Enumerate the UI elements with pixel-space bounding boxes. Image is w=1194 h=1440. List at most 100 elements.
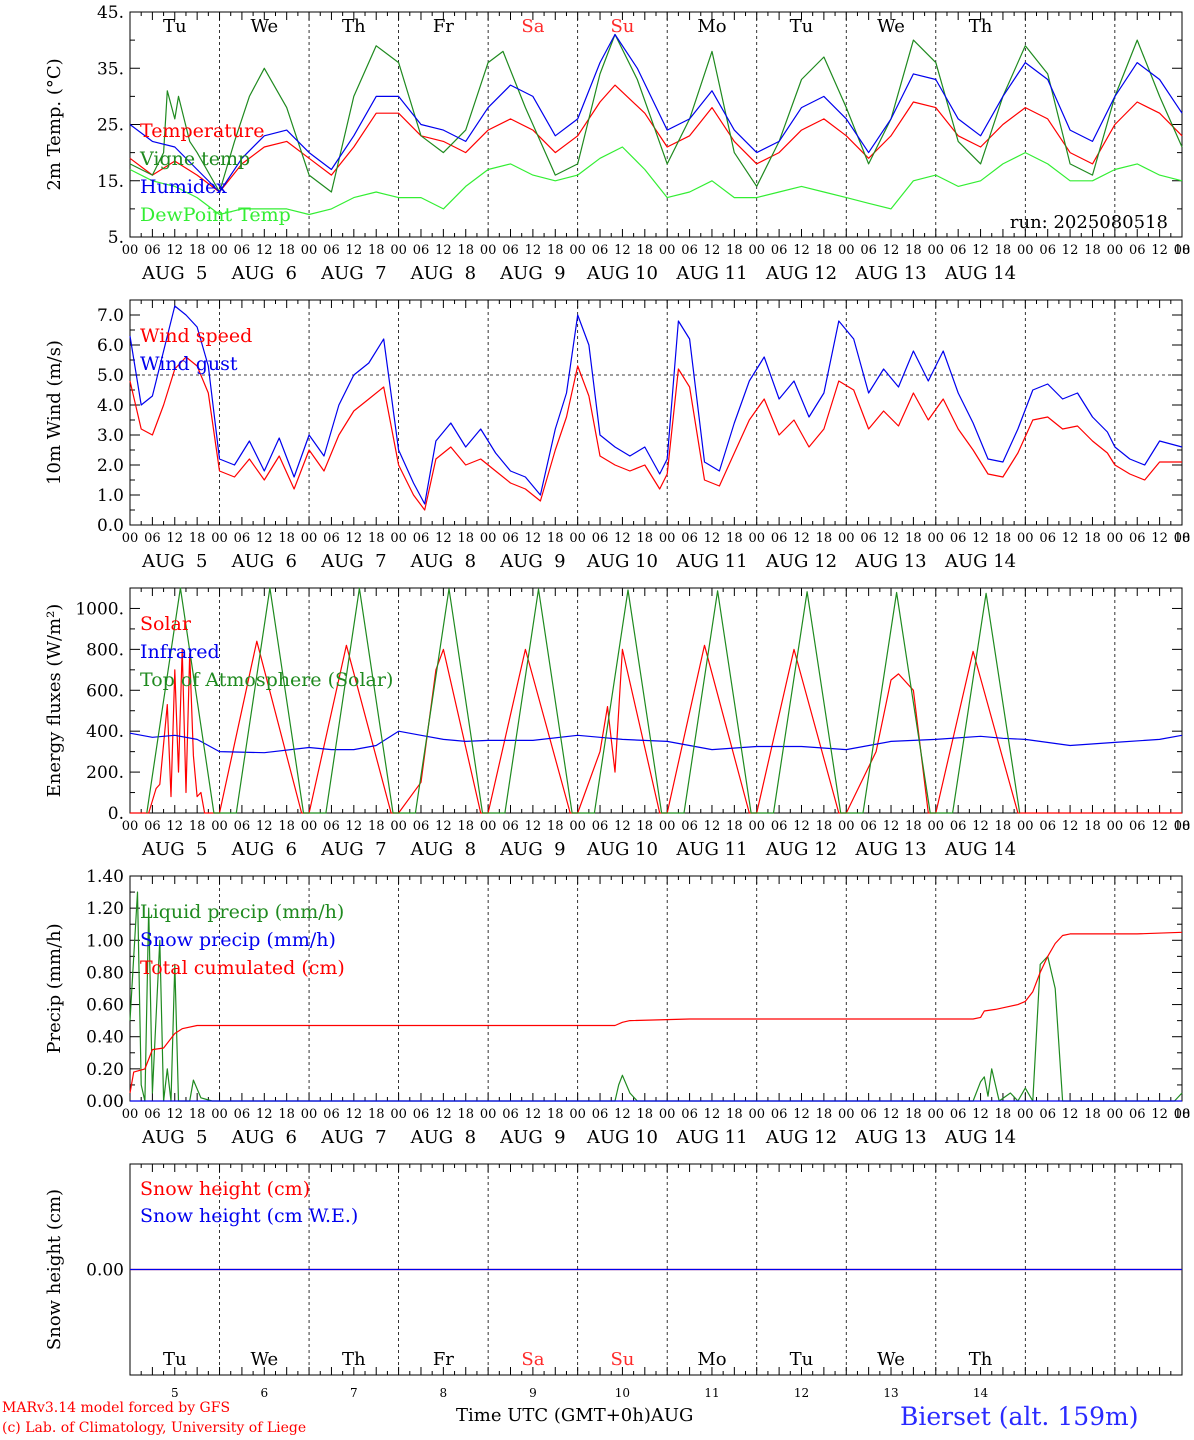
series-line-3-0 bbox=[129, 891, 1183, 1102]
hour-label-3: 06 bbox=[860, 1107, 877, 1122]
date-label-1-2: AUG 7 bbox=[320, 551, 386, 572]
hour-label-1: 00 bbox=[659, 531, 676, 546]
date-label-0-9: AUG 14 bbox=[944, 263, 1016, 284]
date-label-2-5: AUG 10 bbox=[586, 839, 658, 860]
panel-1-ytick-label: 7.0 bbox=[97, 306, 124, 326]
legend-entry-1-0: Wind speed bbox=[140, 325, 252, 347]
panel-1-ytick-label: 5.0 bbox=[97, 366, 124, 386]
series-line-1-0 bbox=[129, 356, 1182, 511]
hour-label-1: 00 bbox=[928, 531, 945, 546]
date-label-2-4: AUG 9 bbox=[499, 839, 565, 860]
hour-label-2: 06 bbox=[592, 819, 609, 834]
day-number-3: 8 bbox=[440, 1386, 448, 1400]
hour-label-3: 00 bbox=[569, 1107, 586, 1122]
hour-label-3: 12 bbox=[346, 1107, 363, 1122]
hour-label-0: 06 bbox=[234, 243, 251, 258]
panel-0-ytick-label: 35. bbox=[97, 59, 124, 79]
run-label: run: 2025080518 bbox=[1010, 212, 1168, 233]
hour-label-3: 00 bbox=[211, 1107, 228, 1122]
hour-label-1: 12 bbox=[1062, 531, 1079, 546]
date-label-0-3: AUG 8 bbox=[410, 263, 476, 284]
panel-1-ytick-label: 3.0 bbox=[97, 426, 124, 446]
hour-label-1: 18 bbox=[368, 531, 385, 546]
date-label-2-3: AUG 8 bbox=[410, 839, 476, 860]
hour-label-0: 12 bbox=[972, 243, 989, 258]
hour-label-1: 12 bbox=[256, 531, 273, 546]
legend-entry-2-0: Solar bbox=[140, 613, 192, 635]
date-label-3-4: AUG 9 bbox=[499, 1127, 565, 1148]
panel-3-ytick-label: 0.20 bbox=[86, 1060, 124, 1080]
hour-label-1: 18 bbox=[905, 531, 922, 546]
legend-entry-2-2: Top of Atmosphere (Solar) bbox=[140, 669, 393, 691]
series-line-0-2 bbox=[129, 33, 1183, 193]
panel-3-ytick-label: 0.40 bbox=[86, 1028, 124, 1048]
date-label-3-7: AUG 12 bbox=[765, 1127, 837, 1148]
date-label-1-4: AUG 9 bbox=[499, 551, 565, 572]
hour-label-2: 06 bbox=[860, 819, 877, 834]
day-name-4-1: We bbox=[250, 1349, 278, 1370]
hour-label-3: 12 bbox=[525, 1107, 542, 1122]
time-axis-title: Time UTC (GMT+0h)AUG bbox=[456, 1405, 694, 1426]
hour-label-0: 00 bbox=[390, 243, 407, 258]
hour-label-0: 18 bbox=[189, 243, 206, 258]
legend-entry-0-1: Vigne temp bbox=[139, 148, 250, 170]
hour-label-1: 18 bbox=[726, 531, 743, 546]
hour-label-1: 00 bbox=[211, 531, 228, 546]
hour-label-2: 12 bbox=[614, 819, 631, 834]
hour-label-0: 12 bbox=[525, 243, 542, 258]
hour-label-2: 18 bbox=[278, 819, 295, 834]
series-line-3-2 bbox=[129, 931, 1183, 1094]
panel-1-ytick-label: 4.0 bbox=[97, 396, 124, 416]
hour-label-2: 06 bbox=[1039, 819, 1056, 834]
hour-label-3: 00 bbox=[748, 1107, 765, 1122]
hour-label-1: 12 bbox=[793, 531, 810, 546]
day-name-0-7: Tu bbox=[790, 16, 814, 37]
hour-label-3: 12 bbox=[166, 1107, 183, 1122]
date-label-1-0: AUG 5 bbox=[141, 551, 207, 572]
hour-label-0: 06 bbox=[681, 243, 698, 258]
panel-0-ytick-label: 25. bbox=[97, 116, 124, 136]
hour-label-0: 12 bbox=[793, 243, 810, 258]
day-name-4-3: Fr bbox=[433, 1349, 454, 1370]
hour-label-0: 00 bbox=[569, 243, 586, 258]
hour-label-1: 12 bbox=[614, 531, 631, 546]
hour-label-0: 18 bbox=[637, 243, 654, 258]
day-name-4-4: Sa bbox=[521, 1349, 544, 1370]
hour-label-2: 06 bbox=[323, 819, 340, 834]
hour-label-3: 00 bbox=[659, 1107, 676, 1122]
panel-1-ytick-label: 6.0 bbox=[97, 336, 124, 356]
hour-label-0: 00 bbox=[480, 243, 497, 258]
date-label-2-1: AUG 6 bbox=[231, 839, 297, 860]
hour-label-3: 18 bbox=[726, 1107, 743, 1122]
day-number-2: 7 bbox=[350, 1386, 358, 1400]
hour-label-2: 18 bbox=[547, 819, 564, 834]
hour-label-end-3: 00 bbox=[1174, 1107, 1191, 1122]
hour-label-0: 18 bbox=[1084, 243, 1101, 258]
day-number-1: 6 bbox=[260, 1386, 268, 1400]
panel-2-ytick-label: 0. bbox=[108, 804, 124, 824]
hour-label-0: 12 bbox=[1151, 243, 1168, 258]
hour-label-1: 06 bbox=[234, 531, 251, 546]
hour-label-1: 06 bbox=[1039, 531, 1056, 546]
hour-label-0: 12 bbox=[256, 243, 273, 258]
hour-label-0: 00 bbox=[301, 243, 318, 258]
hour-label-0: 12 bbox=[614, 243, 631, 258]
hour-label-0: 06 bbox=[323, 243, 340, 258]
hour-label-0: 06 bbox=[1129, 243, 1146, 258]
hour-label-3: 00 bbox=[301, 1107, 318, 1122]
hour-label-3: 12 bbox=[614, 1107, 631, 1122]
panel-4-ylabel: Snow height (cm) bbox=[44, 1189, 65, 1350]
hour-label-2: 12 bbox=[793, 819, 810, 834]
legend-entry-3-1: Snow precip (mm/h) bbox=[140, 929, 336, 951]
hour-label-1: 18 bbox=[189, 531, 206, 546]
hour-label-0: 00 bbox=[838, 243, 855, 258]
day-name-0-2: Th bbox=[342, 16, 366, 37]
date-label-1-3: AUG 8 bbox=[410, 551, 476, 572]
hour-label-1: 18 bbox=[457, 531, 474, 546]
hour-label-0: 06 bbox=[592, 243, 609, 258]
day-number-6: 11 bbox=[704, 1386, 719, 1400]
hour-label-0: 06 bbox=[860, 243, 877, 258]
day-name-0-0: Tu bbox=[163, 16, 187, 37]
date-label-3-1: AUG 6 bbox=[231, 1127, 297, 1148]
hour-label-0: 00 bbox=[659, 243, 676, 258]
